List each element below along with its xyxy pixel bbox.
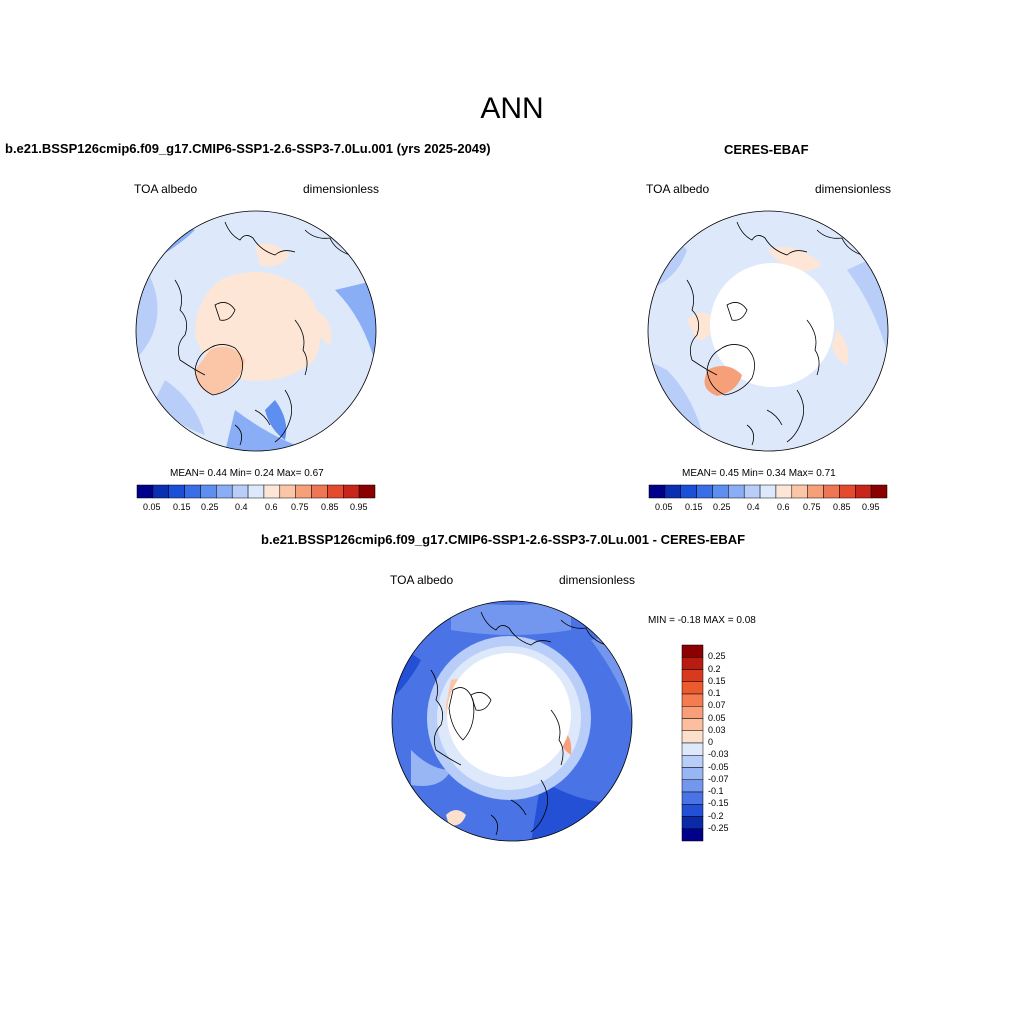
cbar2-tick: 0.4 <box>747 502 760 512</box>
cbar1-tick: 0.15 <box>173 502 191 512</box>
cbar3-tick: -0.2 <box>708 810 724 821</box>
cbar3-tick: -0.05 <box>708 761 729 772</box>
cbar1-tick: 0.75 <box>291 502 309 512</box>
colorbar-swatch <box>681 693 704 707</box>
colorbar-swatch <box>791 484 808 499</box>
panel1-colorbar <box>136 484 376 499</box>
colorbar-swatch <box>681 791 704 805</box>
colorbar-swatch <box>839 484 856 499</box>
panel3-units-label: dimensionless <box>559 573 636 587</box>
cbar3-tick: 0 <box>708 737 714 747</box>
colorbar-swatch <box>728 484 745 499</box>
cbar3-tick: 0.2 <box>708 663 721 674</box>
panel1-stats: MEAN= 0.44 Min= 0.24 Max= 0.67 <box>170 468 324 479</box>
colorbar-swatch <box>681 706 704 719</box>
colorbar-swatch <box>681 742 704 756</box>
colorbar-swatch <box>681 804 704 817</box>
cbar1-tick: 0.85 <box>321 502 339 512</box>
colorbar-swatch <box>343 484 360 499</box>
colorbar-swatch <box>681 657 704 670</box>
colorbar-swatch <box>152 484 169 499</box>
colorbar-swatch <box>168 484 185 499</box>
panel3-stats: MIN = -0.18 MAX = 0.08 <box>648 615 756 626</box>
cbar3-tick: -0.03 <box>708 749 729 760</box>
cbar1-tick: 0.4 <box>235 502 248 512</box>
colorbar-swatch <box>263 484 281 499</box>
colorbar-swatch <box>681 767 704 780</box>
panel1-colorbar-ticks: 0.05 0.15 0.25 0.4 0.6 0.75 0.85 0.95 <box>137 502 375 514</box>
colorbar-swatch <box>247 484 265 499</box>
panel2-units-label: dimensionless <box>815 182 892 196</box>
panel1-variable-label: TOA albedo <box>134 182 198 196</box>
colorbar-swatch <box>743 484 761 499</box>
panel3-variable-label: TOA albedo <box>390 573 454 587</box>
cbar2-tick: 0.6 <box>777 502 790 512</box>
cbar3-tick: -0.07 <box>708 773 729 784</box>
colorbar-swatch <box>681 681 704 695</box>
colorbar-swatch <box>295 484 312 499</box>
colorbar-swatch <box>664 484 681 499</box>
panel2-variable-label: TOA albedo <box>646 182 710 196</box>
cbar3-tick: 0.1 <box>708 688 721 698</box>
colorbar-swatch <box>648 484 666 499</box>
colorbar-swatch <box>680 484 697 499</box>
panel2-polar-map <box>647 210 889 452</box>
cbar3-tick: -0.25 <box>708 822 729 833</box>
panel3-colorbar-ticks: 0.25 0.2 0.15 0.1 0.07 0.05 0.03 0 -0.03 -0.05 -0.… <box>708 645 748 841</box>
colorbar-swatch <box>681 669 704 682</box>
colorbar-swatch <box>681 730 704 744</box>
cbar3-tick: -0.1 <box>708 786 724 796</box>
colorbar-swatch <box>681 779 704 793</box>
cbar2-tick: 0.85 <box>833 502 851 512</box>
panel3-title: b.e21.BSSP126cmip6.f09_g17.CMIP6-SSP1-2.… <box>261 532 746 547</box>
cbar3-tick: 0.25 <box>708 651 726 662</box>
panel3-colorbar <box>681 644 704 842</box>
cbar1-tick: 0.6 <box>265 502 278 512</box>
cbar3-tick: 0.15 <box>708 675 726 686</box>
colorbar-swatch <box>712 484 729 499</box>
cbar3-tick: 0.07 <box>708 700 726 711</box>
panel2-colorbar <box>648 484 888 499</box>
colorbar-swatch <box>216 484 233 499</box>
colorbar-swatch <box>327 484 344 499</box>
cbar2-tick: 0.15 <box>685 502 703 512</box>
cbar2-tick: 0.95 <box>862 502 880 512</box>
colorbar-swatch <box>681 718 704 731</box>
cbar2-tick: 0.75 <box>803 502 821 512</box>
page-title: ANN <box>480 92 544 125</box>
cbar1-tick: 0.05 <box>143 502 161 512</box>
colorbar-swatch <box>184 484 201 499</box>
colorbar-swatch <box>870 484 888 499</box>
cbar2-tick: 0.05 <box>655 502 673 512</box>
colorbar-swatch <box>358 484 376 499</box>
panel1-units-label: dimensionless <box>303 182 380 196</box>
colorbar-swatch <box>311 484 328 499</box>
colorbar-swatch <box>855 484 872 499</box>
colorbar-swatch <box>200 484 217 499</box>
colorbar-swatch <box>823 484 840 499</box>
panel2-stats: MEAN= 0.45 Min= 0.34 Max= 0.71 <box>682 468 836 479</box>
colorbar-swatch <box>231 484 249 499</box>
colorbar-swatch <box>279 484 296 499</box>
colorbar-swatch <box>681 755 704 768</box>
colorbar-swatch <box>775 484 793 499</box>
cbar1-tick: 0.25 <box>201 502 219 512</box>
panel1-title: b.e21.BSSP126cmip6.f09_g17.CMIP6-SSP1-2.… <box>5 141 491 156</box>
cbar3-tick: 0.03 <box>708 724 726 735</box>
panel3-polar-map <box>391 600 633 842</box>
panel2-colorbar-ticks: 0.05 0.15 0.25 0.4 0.6 0.75 0.85 0.95 <box>649 502 887 514</box>
colorbar-swatch <box>681 816 704 829</box>
colorbar-swatch <box>759 484 777 499</box>
cbar2-tick: 0.25 <box>713 502 731 512</box>
colorbar-swatch <box>807 484 824 499</box>
cbar3-tick: -0.15 <box>708 798 729 809</box>
cbar3-tick: 0.05 <box>708 712 726 723</box>
colorbar-swatch <box>136 484 154 499</box>
panel1-polar-map <box>135 210 377 452</box>
colorbar-swatch <box>696 484 713 499</box>
colorbar-swatch <box>681 644 704 658</box>
panel2-title: CERES-EBAF <box>724 142 809 157</box>
cbar1-tick: 0.95 <box>350 502 368 512</box>
colorbar-swatch <box>681 828 704 842</box>
